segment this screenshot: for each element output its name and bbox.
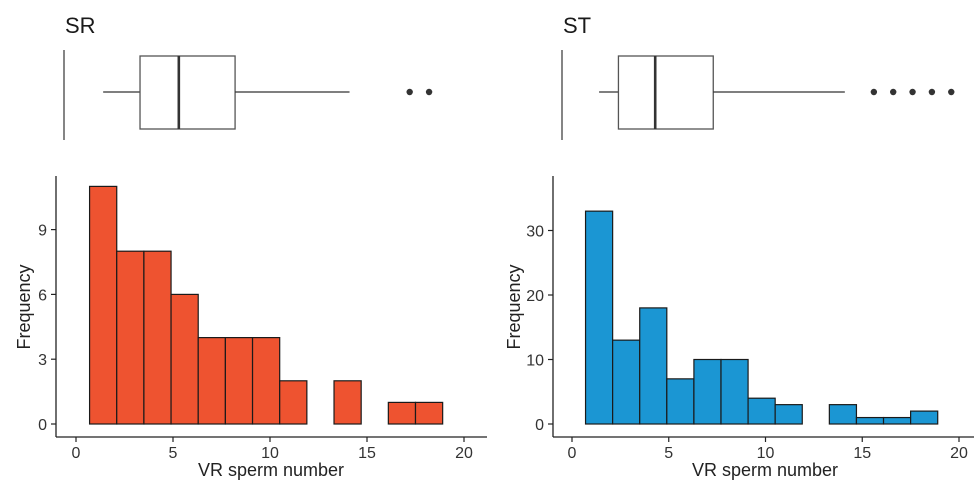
- y-ticks-st: 0 10 20 30: [526, 224, 553, 434]
- histogram-bar: [855, 416, 885, 425]
- boxplot-outlier-point: [406, 88, 413, 96]
- x-tick-label: 5: [664, 445, 673, 462]
- boxplot-box-sr: [139, 55, 236, 130]
- y-tick-label: 10: [526, 353, 544, 370]
- boxplot-outlier-point: [948, 88, 955, 96]
- x-tick-label: 0: [568, 445, 577, 462]
- histogram-bar: [88, 185, 118, 425]
- histogram-bars-st: [584, 210, 939, 425]
- x-tick-label: 15: [358, 445, 376, 462]
- x-tick-label: 20: [950, 445, 968, 462]
- y-tick-label: 0: [535, 417, 544, 434]
- boxplot-box-st: [617, 55, 714, 130]
- panel-st: ST 0 10 20 30 0 5 10 15 20 VR sperm number Freq…: [504, 13, 974, 480]
- boxplot-outlier-point: [870, 88, 878, 96]
- histogram-sr: 0 3 6 9 0 5 10 15 20 VR sperm number Frequency: [14, 176, 487, 480]
- panel-title-st: ST: [563, 13, 591, 38]
- y-axis-label-sr: Frequency: [14, 264, 34, 349]
- boxplot-outlier-point: [890, 88, 897, 96]
- x-axis-label-sr: VR sperm number: [198, 460, 344, 480]
- x-ticks-sr: 0 5 10 15 20: [72, 437, 473, 462]
- y-tick-label: 0: [38, 417, 47, 434]
- histogram-bar: [828, 404, 858, 425]
- x-tick-label: 10: [261, 445, 279, 462]
- histogram-bar: [251, 337, 281, 425]
- histogram-bar: [747, 397, 776, 425]
- histogram-bar: [910, 410, 939, 425]
- x-tick-label: 10: [757, 445, 775, 462]
- histogram-bar: [774, 404, 803, 425]
- histogram-bar: [116, 250, 145, 425]
- y-tick-label: 9: [38, 223, 47, 240]
- x-ticks-st: 0 5 10 15 20: [568, 437, 968, 462]
- x-axis-label-st: VR sperm number: [692, 460, 838, 480]
- y-ticks-sr: 0 3 6 9: [38, 223, 56, 434]
- histogram-bar: [666, 378, 695, 425]
- boxplot-outliers-sr: [406, 88, 433, 96]
- boxplot-outlier-point: [425, 88, 433, 96]
- histogram-bar: [414, 401, 444, 425]
- histogram-bar: [882, 416, 912, 425]
- histogram-bar: [387, 401, 417, 425]
- boxplot-outlier-point: [928, 88, 936, 96]
- x-tick-label: 15: [853, 445, 871, 462]
- boxplot-st: [561, 50, 955, 140]
- histogram-bar: [693, 358, 722, 425]
- boxplot-sr: [63, 50, 433, 140]
- y-axis-label-st: Frequency: [504, 264, 524, 349]
- histogram-bar: [197, 337, 226, 425]
- x-tick-label: 0: [72, 445, 81, 462]
- y-tick-label: 20: [526, 288, 544, 305]
- histogram-bar: [639, 307, 668, 425]
- boxplot-outliers-st: [870, 88, 955, 96]
- boxplot-outlier-point: [909, 88, 916, 96]
- panel-title-sr: SR: [65, 13, 96, 38]
- x-tick-label: 5: [169, 445, 178, 462]
- histogram-bar: [612, 339, 641, 425]
- histogram-bar: [720, 358, 749, 425]
- y-tick-label: 30: [526, 224, 544, 241]
- histogram-st: 0 10 20 30 0 5 10 15 20 VR sperm number Frequen…: [504, 176, 974, 480]
- x-tick-label: 20: [455, 445, 473, 462]
- histogram-bars-sr: [88, 185, 444, 425]
- histogram-bar: [279, 380, 308, 425]
- histogram-bar: [143, 250, 172, 425]
- histogram-bar: [333, 380, 362, 425]
- y-tick-label: 3: [38, 352, 47, 369]
- histogram-bar: [584, 210, 614, 425]
- histogram-bar: [224, 337, 254, 425]
- y-tick-label: 6: [38, 287, 47, 304]
- panel-sr: SR 0 3 6 9 0 5 10 15 20 VR sperm number Frequen…: [14, 13, 487, 480]
- histogram-bar: [170, 293, 199, 425]
